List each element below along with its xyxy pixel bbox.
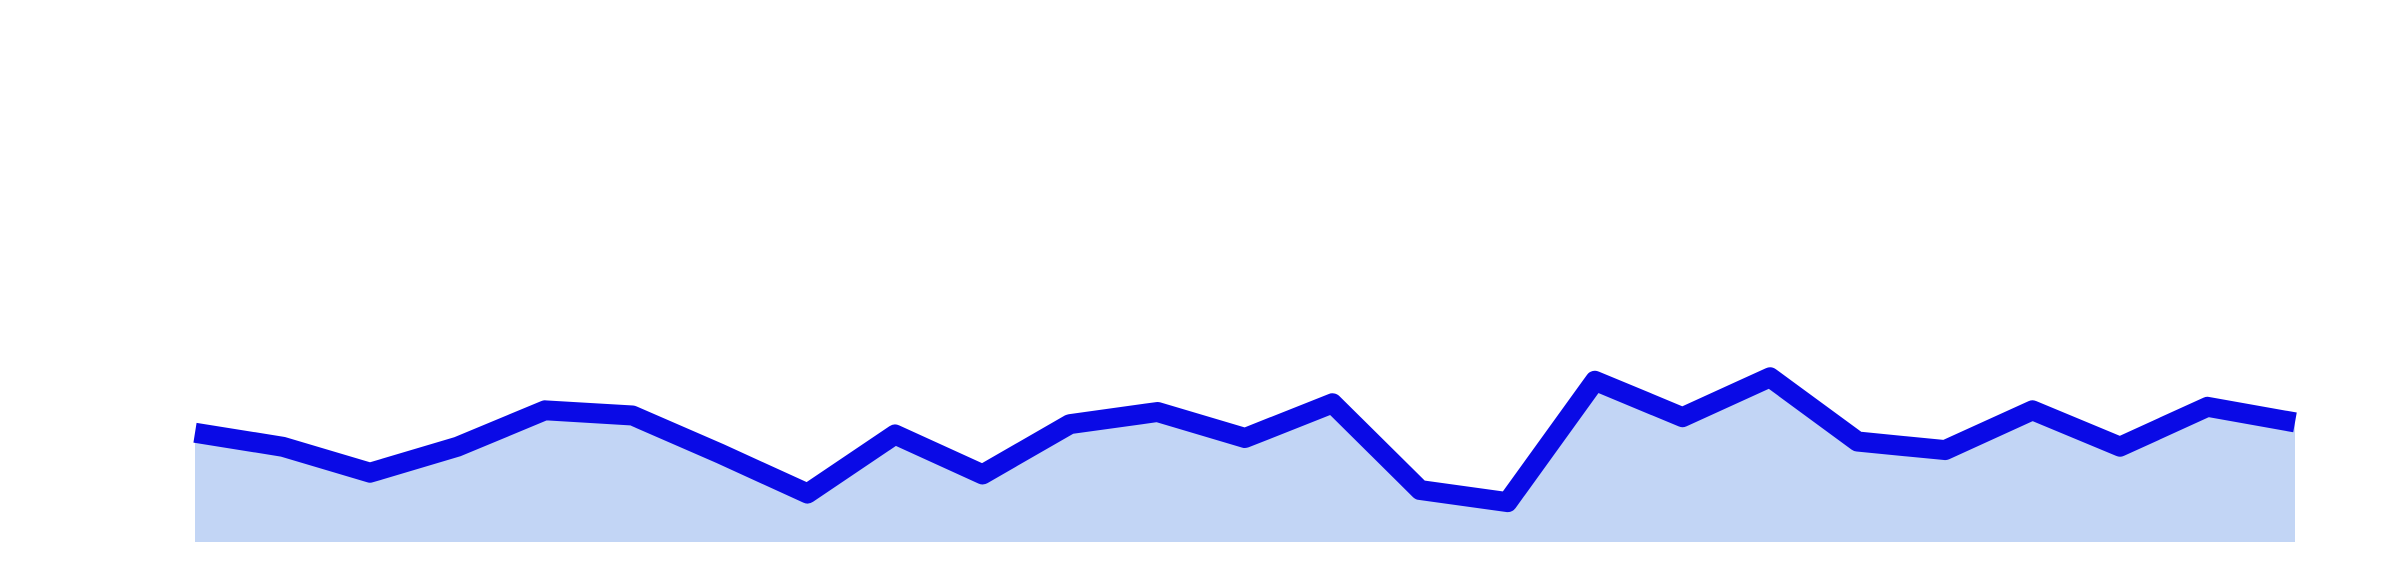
plot-area: [193, 367, 2297, 542]
series-0-line: [193, 367, 2297, 513]
series-0-area: [195, 377, 2295, 542]
